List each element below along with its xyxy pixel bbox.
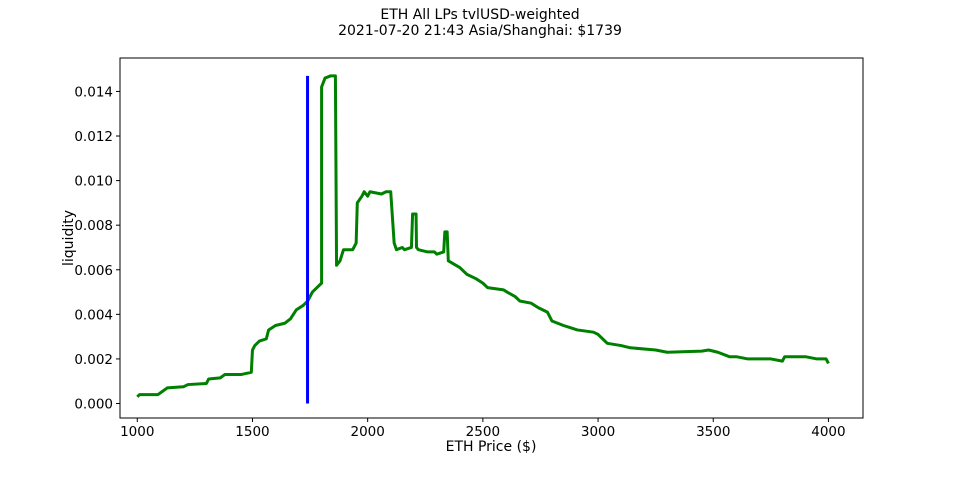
x-tick-label: 1500 [235,424,269,440]
y-tick-label: 0.002 [74,352,113,368]
x-tick-label: 3500 [696,424,730,440]
x-axis-label: ETH Price ($) [446,439,537,455]
y-tick-label: 0.008 [74,218,113,234]
y-tick-label: 0.004 [74,307,113,323]
x-tick-label: 3000 [581,424,615,440]
x-tick-label: 2000 [350,424,384,440]
liquidity-line [136,74,830,398]
y-tick-label: 0.006 [74,263,113,279]
y-tick-label: 0.000 [74,397,113,413]
y-tick-label: 0.012 [74,129,113,145]
chart-subtitle: 2021-07-20 21:43 Asia/Shanghai: $1739 [338,23,622,39]
x-tick-label: 2500 [466,424,500,440]
plot-frame [119,57,864,419]
y-tick-label: 0.010 [74,174,113,190]
y-tick-label: 0.014 [74,84,113,100]
x-tick-label: 1000 [120,424,154,440]
x-tick-label: 4000 [811,424,845,440]
y-axis-label: liquidity [61,210,77,266]
chart-title: ETH All LPs tvlUSD-weighted [380,7,580,23]
plot-area [120,58,863,418]
